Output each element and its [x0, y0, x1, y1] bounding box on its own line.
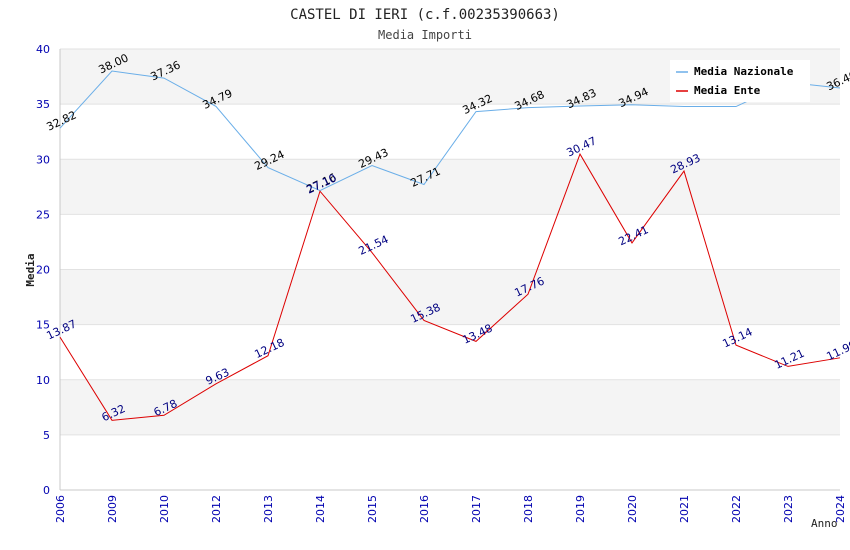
- x-tick-label: 2022: [730, 495, 743, 523]
- x-tick-label: 2015: [366, 495, 379, 523]
- x-axis-label: Anno: [811, 517, 838, 530]
- x-tick-label: 2020: [626, 495, 639, 523]
- legend: Media Nazionale Media Ente: [670, 60, 810, 102]
- y-tick-label: 5: [43, 429, 50, 442]
- y-tick-label: 25: [36, 208, 50, 221]
- y-tick-label: 30: [36, 153, 50, 166]
- chart-subtitle: Media Importi: [378, 28, 472, 42]
- y-tick-label: 0: [43, 484, 50, 497]
- y-tick-label: 40: [36, 43, 50, 56]
- x-tick-labels: 2006 2009 2010 2012 2013 2014 2015 2016 2017 2018…: [54, 495, 847, 523]
- x-tick-label: 2006: [54, 495, 67, 523]
- legend-box: [670, 60, 810, 102]
- legend-label-nazionale: Media Nazionale: [694, 65, 794, 78]
- grid-bands: [60, 48, 840, 491]
- chart-title: CASTEL DI IERI (c.f.00235390663): [290, 7, 560, 23]
- grid-band: [60, 214, 840, 270]
- legend-label-ente: Media Ente: [694, 84, 761, 97]
- x-tick-label: 2023: [782, 495, 795, 523]
- x-tick-label: 2019: [574, 495, 587, 523]
- y-tick-labels: 0 5 10 15 20 25 30 35 40: [36, 43, 50, 497]
- y-tick-label: 15: [36, 319, 50, 332]
- y-tick-label: 10: [36, 374, 50, 387]
- grid-band: [60, 379, 840, 435]
- x-tick-label: 2010: [158, 495, 171, 523]
- grid-band: [60, 104, 840, 160]
- y-tick-label: 20: [36, 264, 50, 277]
- x-tick-label: 2018: [522, 495, 535, 523]
- x-tick-label: 2013: [262, 495, 275, 523]
- x-tick-label: 2016: [418, 495, 431, 523]
- grid-band: [60, 434, 840, 490]
- x-tick-label: 2009: [106, 495, 119, 523]
- grid-band: [60, 324, 840, 380]
- axes: [59, 49, 840, 491]
- x-tick-label: 2014: [314, 495, 327, 523]
- series-line-1: [59, 152, 841, 421]
- x-tick-label: 2017: [470, 495, 483, 523]
- y-axis-label: Media: [24, 253, 37, 286]
- x-tick-label: 2012: [210, 495, 223, 523]
- grid-band: [60, 159, 840, 215]
- grid-band: [60, 269, 840, 325]
- series-lines: [59, 70, 841, 421]
- series-line-0: [59, 70, 841, 192]
- y-tick-label: 35: [36, 98, 50, 111]
- x-tick-label: 2021: [678, 495, 691, 523]
- x-tick-label: 2024: [834, 495, 847, 523]
